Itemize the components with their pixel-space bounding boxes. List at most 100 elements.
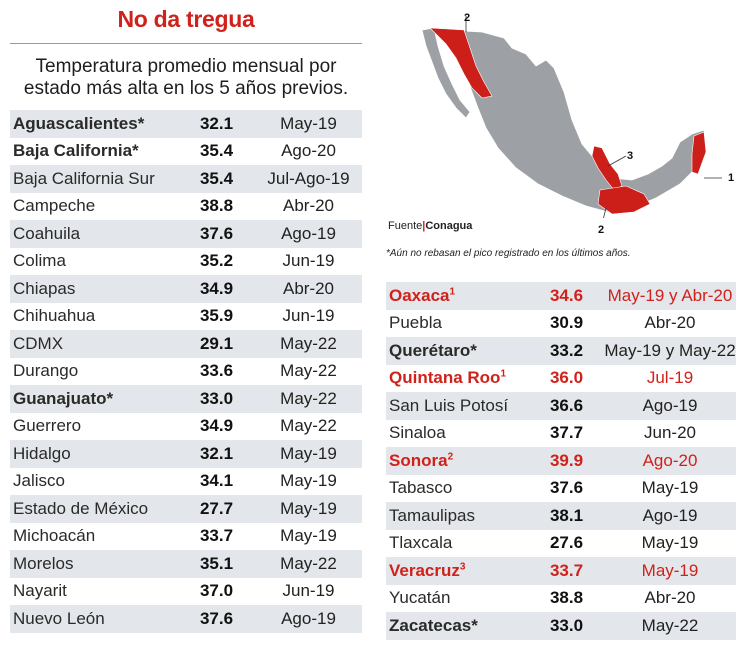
temperature-value: 33.0 (199, 388, 234, 408)
state-name: Colima (10, 251, 178, 271)
table-row: Baja California Sur 35.4 Jul-Ago-19 (10, 165, 362, 193)
footnote-marker: 1 (500, 368, 507, 380)
table-row: Campeche 38.8 Abr-20 (10, 193, 362, 221)
state-name-text: Veracruz (389, 560, 460, 580)
state-name: Querétaro* (386, 341, 529, 361)
source-name: Conagua (425, 220, 473, 232)
map-label-veracruz: 3 (627, 150, 634, 162)
state-name-text: Tlaxcala (389, 533, 453, 553)
table-row: Tamaulipas 38.1 Ago-19 (386, 502, 736, 530)
record-date: Ago-20 (281, 141, 336, 161)
state-name-text: Baja California* (13, 141, 139, 161)
record-date: May-19 (280, 443, 337, 463)
state-name-text: Nayarit (13, 581, 67, 601)
state-name-text: Baja California Sur (13, 168, 155, 188)
temperature-value: 27.6 (549, 533, 584, 553)
state-name-text: Estado de México (13, 498, 149, 518)
map-label-oaxaca: 2 (598, 224, 605, 236)
table-row: Puebla 30.9 Abr-20 (386, 310, 736, 338)
state-name: Chihuahua (10, 306, 178, 326)
temperature-value: 34.9 (199, 278, 234, 298)
temperature-value: 39.9 (549, 450, 584, 470)
record-date: Abr-20 (282, 196, 335, 216)
state-name: Campeche (10, 196, 178, 216)
state-name-text: San Luis Potosí (389, 395, 509, 415)
table-row: Guerrero 34.9 May-22 (10, 413, 362, 441)
mexico-map (421, 16, 722, 218)
table-row: Morelos 35.1 May-22 (10, 550, 362, 578)
state-name-text: Durango (13, 361, 79, 381)
state-name-text: CDMX (13, 333, 64, 353)
state-name: Durango (10, 361, 178, 381)
record-date: Ago-19 (281, 223, 336, 243)
state-name: Guerrero (10, 416, 178, 436)
state-name: Puebla (386, 313, 529, 333)
state-name-text: Tamaulipas (389, 505, 475, 525)
map-mainland (443, 29, 707, 213)
state-name-text: Morelos (13, 553, 74, 573)
temperature-value: 35.4 (199, 141, 234, 161)
table-row: Tabasco 37.6 May-19 (386, 475, 736, 503)
state-name: Tlaxcala (386, 533, 529, 553)
temperature-value: 34.6 (549, 285, 584, 305)
state-name: Michoacán (10, 526, 178, 546)
table-row: Tlaxcala 27.6 May-19 (386, 530, 736, 558)
state-name: Zacatecas* (386, 616, 529, 636)
temperature-value: 38.8 (199, 196, 234, 216)
table-row: CDMX 29.1 May-22 (10, 330, 362, 358)
record-date: Ago-19 (281, 608, 336, 628)
state-name-text: Aguascalientes* (13, 113, 145, 133)
record-date: May-22 (641, 615, 699, 635)
state-name: Yucatán (386, 588, 529, 608)
footnote-marker: 2 (447, 451, 454, 463)
temperature-value: 35.1 (199, 553, 234, 573)
record-date: Ago-20 (642, 450, 698, 470)
state-name: Oaxaca1 (386, 286, 529, 306)
record-date: Jun-19 (282, 251, 335, 271)
state-name: Aguascalientes* (10, 114, 178, 134)
table-row: Coahuila 37.6 Ago-19 (10, 220, 362, 248)
temperature-value: 33.7 (199, 526, 234, 546)
record-date: Jul-19 (646, 368, 694, 388)
record-date: May-19 (280, 498, 337, 518)
state-name-text: Campeche (13, 196, 96, 216)
state-name: Baja California Sur (10, 169, 178, 189)
table-row: Durango 33.6 May-22 (10, 358, 362, 386)
record-date: May-19 y Abr-20 (607, 285, 733, 305)
table-row: Estado de México 27.7 May-19 (10, 495, 362, 523)
temperature-value: 34.9 (199, 416, 234, 436)
state-name-text: Chiapas (13, 278, 76, 298)
state-name: Veracruz3 (386, 561, 529, 581)
map-label-sonora: 2 (464, 12, 471, 24)
record-date: Abr-20 (644, 588, 696, 608)
state-name: Hidalgo (10, 444, 178, 464)
temperature-value: 38.8 (549, 588, 584, 608)
record-date: May-19 (641, 533, 699, 553)
temperature-value: 32.1 (199, 443, 234, 463)
right-temperature-table: Oaxaca1 34.6 May-19 y Abr-20 Puebla 30.9 Abr-… (386, 282, 736, 640)
footnote-marker: 1 (449, 286, 456, 298)
state-name-text: Quintana Roo (389, 368, 501, 388)
table-row: Jalisco 34.1 May-19 (10, 468, 362, 496)
temperature-value: 35.4 (199, 168, 234, 188)
record-date: May-22 (280, 553, 337, 573)
table-row: Nayarit 37.0 Jun-19 (10, 578, 362, 606)
state-name: Sinaloa (386, 423, 529, 443)
state-name-text: Nuevo León (13, 608, 105, 628)
record-date: May-19 (641, 478, 699, 498)
state-name: Coahuila (10, 224, 178, 244)
temperature-value: 37.6 (199, 608, 234, 628)
record-date: May-22 (280, 333, 337, 353)
record-date: May-19 y May-22 (604, 340, 736, 360)
record-date: Jun-19 (282, 306, 335, 326)
table-row: San Luis Potosí 36.6 Ago-19 (386, 392, 736, 420)
temperature-value: 36.0 (549, 368, 584, 388)
table-row: Veracruz3 33.7 May-19 (386, 557, 736, 585)
table-row: Hidalgo 32.1 May-19 (10, 440, 362, 468)
record-date: Abr-20 (644, 313, 696, 333)
record-date: Jun-19 (282, 581, 335, 601)
state-name: Guanajuato* (10, 389, 178, 409)
temperature-value: 35.2 (199, 251, 234, 271)
table-row: Colima 35.2 Jun-19 (10, 248, 362, 276)
table-row: Sinaloa 37.7 Jun-20 (386, 420, 736, 448)
